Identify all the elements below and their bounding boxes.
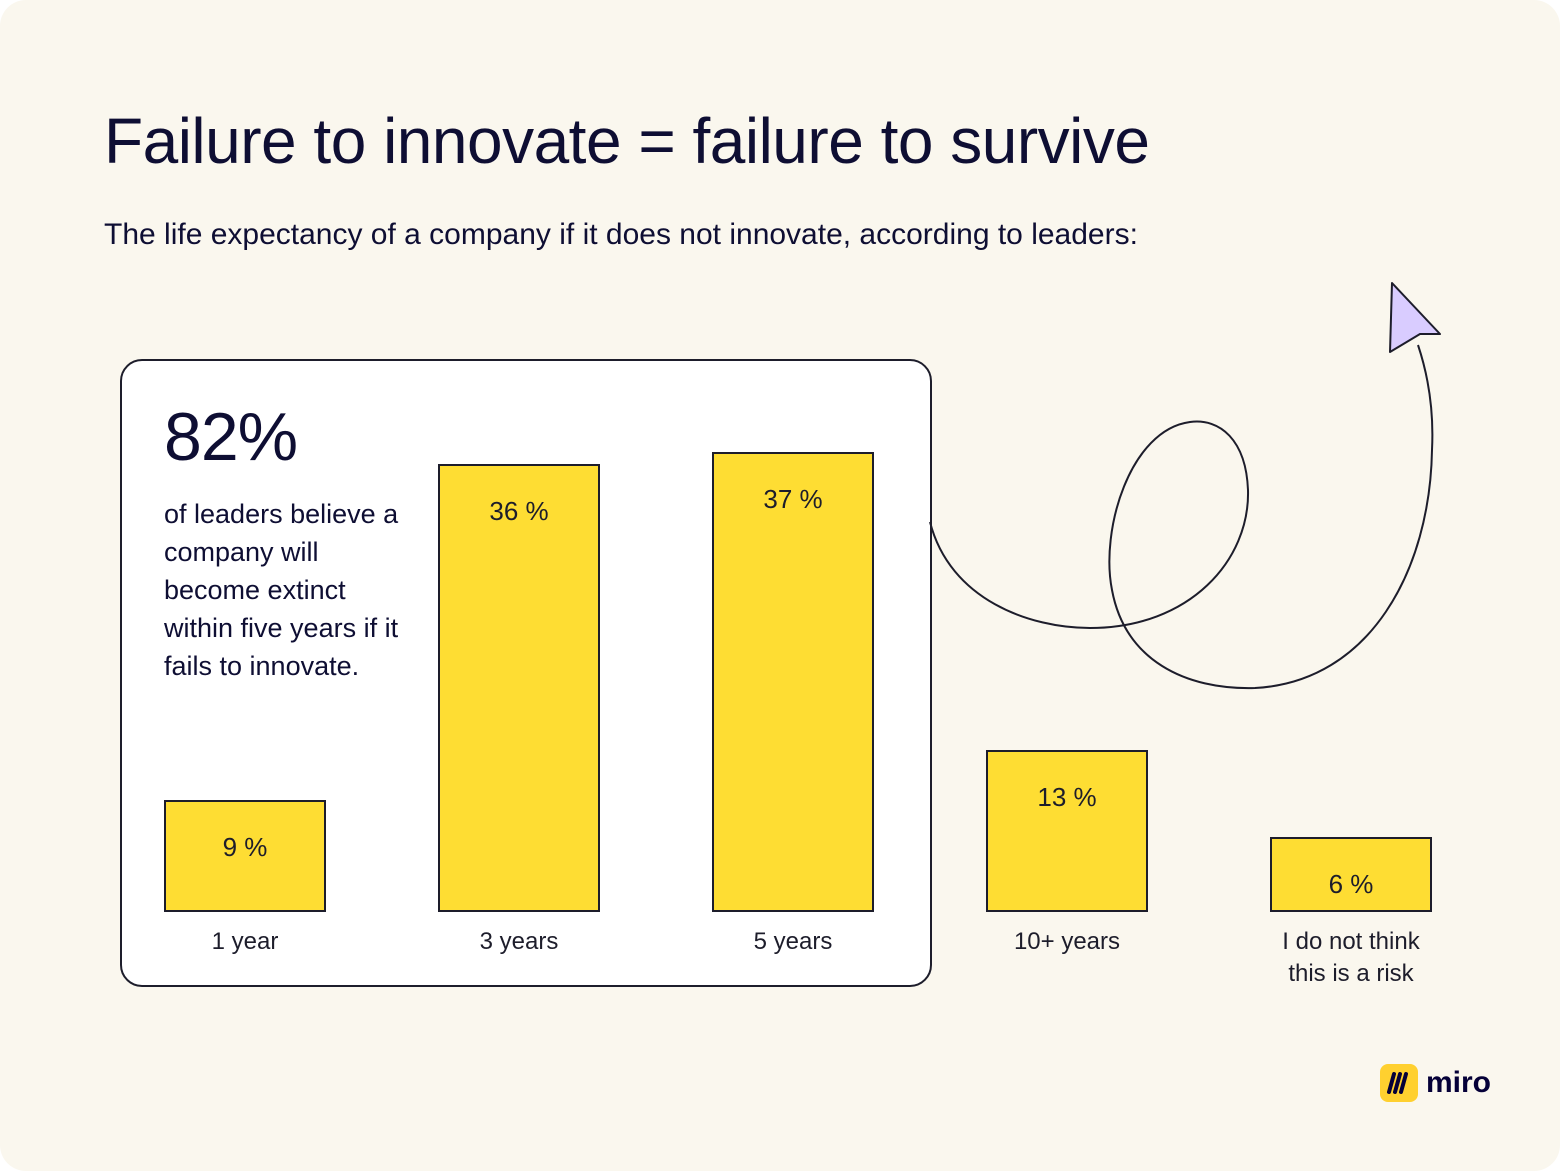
cursor-arrowhead — [1389, 282, 1441, 353]
bar: 13 % — [986, 750, 1148, 912]
bar-value-label: 36 % — [489, 496, 549, 526]
category-label: 1 year — [211, 928, 279, 955]
miro-logo: miro — [1380, 1064, 1491, 1102]
category-label: 3 years — [479, 928, 559, 955]
bar-value-label: 6 % — [1328, 869, 1374, 899]
bar-value-label: 13 % — [1037, 782, 1097, 812]
miro-logo-icon — [1380, 1064, 1418, 1102]
bar-value-label: 37 % — [763, 484, 823, 514]
category-label: 10+ years — [1013, 928, 1121, 955]
callout-stat: 82% — [164, 399, 298, 475]
bar: 36 % — [438, 464, 600, 912]
chart-subtitle: The life expectancy of a company if it d… — [104, 218, 1138, 251]
bar: 9 % — [164, 800, 326, 912]
bar-value-label: 9 % — [222, 832, 268, 862]
bar: 6 % — [1270, 837, 1432, 912]
callout-text: of leaders believe a company will become… — [164, 499, 399, 681]
curly-arrow-path — [929, 344, 1434, 690]
page-title: Failure to innovate = failure to survive — [104, 105, 1150, 177]
bar: 37 % — [712, 452, 874, 912]
miro-logo-text: miro — [1426, 1066, 1492, 1099]
category-label: I do not think this is a risk — [1282, 928, 1420, 987]
category-label: 5 years — [753, 928, 833, 955]
